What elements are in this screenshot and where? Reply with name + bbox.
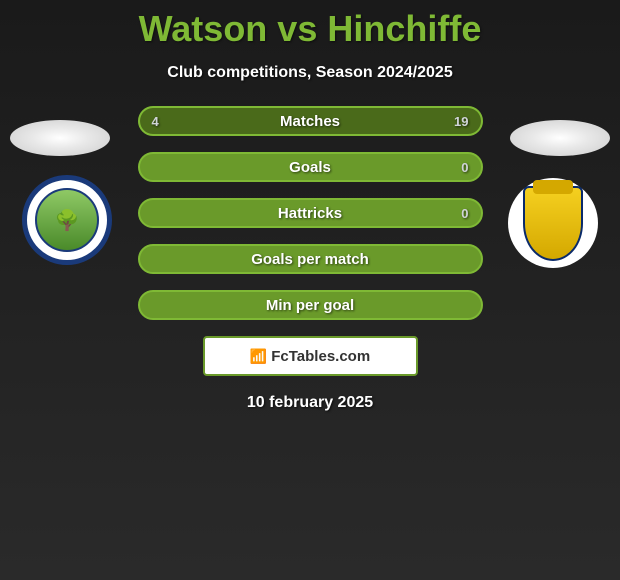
stat-value-right: 19 <box>454 114 468 129</box>
stat-label: Hattricks <box>278 205 342 222</box>
stat-label: Matches <box>280 113 340 130</box>
comparison-subtitle: Club competitions, Season 2024/2025 <box>0 64 620 82</box>
shield-icon <box>523 186 583 261</box>
stat-value-right: 0 <box>461 160 468 175</box>
stat-value-right: 0 <box>461 206 468 221</box>
club-crest-left: 🌳 <box>22 175 112 265</box>
tree-icon: 🌳 <box>55 208 80 233</box>
stat-row-min-per-goal: Min per goal <box>138 290 483 320</box>
stats-container: 4 Matches 19 Goals 0 Hattricks 0 Goals p… <box>138 106 483 320</box>
player-photo-right <box>510 120 610 156</box>
club-crest-right <box>508 178 598 268</box>
stat-value-left: 4 <box>152 114 159 129</box>
club-crest-left-inner: 🌳 <box>35 188 99 252</box>
stat-row-goals-per-match: Goals per match <box>138 244 483 274</box>
player-photo-left <box>10 120 110 156</box>
stat-row-hattricks: Hattricks 0 <box>138 198 483 228</box>
stat-row-goals: Goals 0 <box>138 152 483 182</box>
comparison-date: 10 february 2025 <box>0 394 620 412</box>
comparison-title: Watson vs Hinchiffe <box>0 0 620 50</box>
stat-fill-left <box>140 108 198 134</box>
stat-label: Goals <box>289 159 331 176</box>
chart-icon: 📶 <box>250 348 267 365</box>
stat-label: Min per goal <box>266 297 354 314</box>
brand-text: FcTables.com <box>271 348 370 365</box>
stat-label: Goals per match <box>251 251 369 268</box>
stat-row-matches: 4 Matches 19 <box>138 106 483 136</box>
brand-box[interactable]: 📶 FcTables.com <box>203 336 418 376</box>
